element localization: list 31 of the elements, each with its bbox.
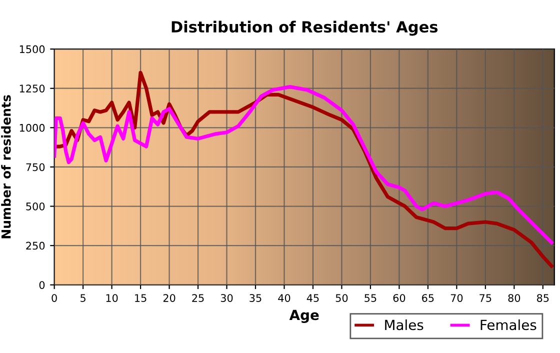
x-tick-label: 35 — [250, 294, 262, 302]
x-tick-label: 45 — [306, 294, 319, 302]
x-tick-label: 15 — [135, 294, 146, 302]
y-tick-label: 0 — [39, 281, 45, 289]
x-tick-label: 40 — [278, 294, 290, 302]
x-tick-label: 80 — [508, 294, 520, 302]
x-tick-label: 20 — [163, 294, 176, 302]
x-tick-label: 55 — [364, 294, 376, 302]
x-tick-label: 60 — [393, 294, 406, 302]
y-axis-title: Number of residents — [1, 95, 11, 238]
x-tick-label: 25 — [192, 294, 204, 302]
x-tick-label: 75 — [480, 294, 492, 302]
legend-label: Males — [385, 319, 424, 330]
x-tick-label: 85 — [536, 294, 549, 302]
legend-label: Females — [480, 319, 536, 330]
chart-title: Distribution of Residents' Ages — [172, 20, 438, 36]
x-tick-label: 50 — [336, 294, 348, 302]
x-tick-label: 30 — [220, 294, 233, 302]
y-tick-label: 1500 — [20, 45, 45, 54]
x-axis-title: Age — [289, 310, 319, 323]
line-series — [54, 84, 554, 244]
x-tick-label: 70 — [450, 294, 463, 302]
y-tick-label: 1250 — [20, 84, 45, 92]
x-tick-label: 5 — [80, 294, 86, 302]
x-tick-label: 65 — [422, 294, 434, 302]
y-tick-label: 1000 — [20, 124, 45, 132]
x-tick-label: 10 — [106, 294, 118, 302]
y-tick-label: 250 — [26, 242, 45, 250]
x-tick-label: 0 — [52, 294, 57, 302]
y-tick-label: 500 — [26, 202, 45, 210]
y-tick-label: 750 — [26, 163, 45, 172]
